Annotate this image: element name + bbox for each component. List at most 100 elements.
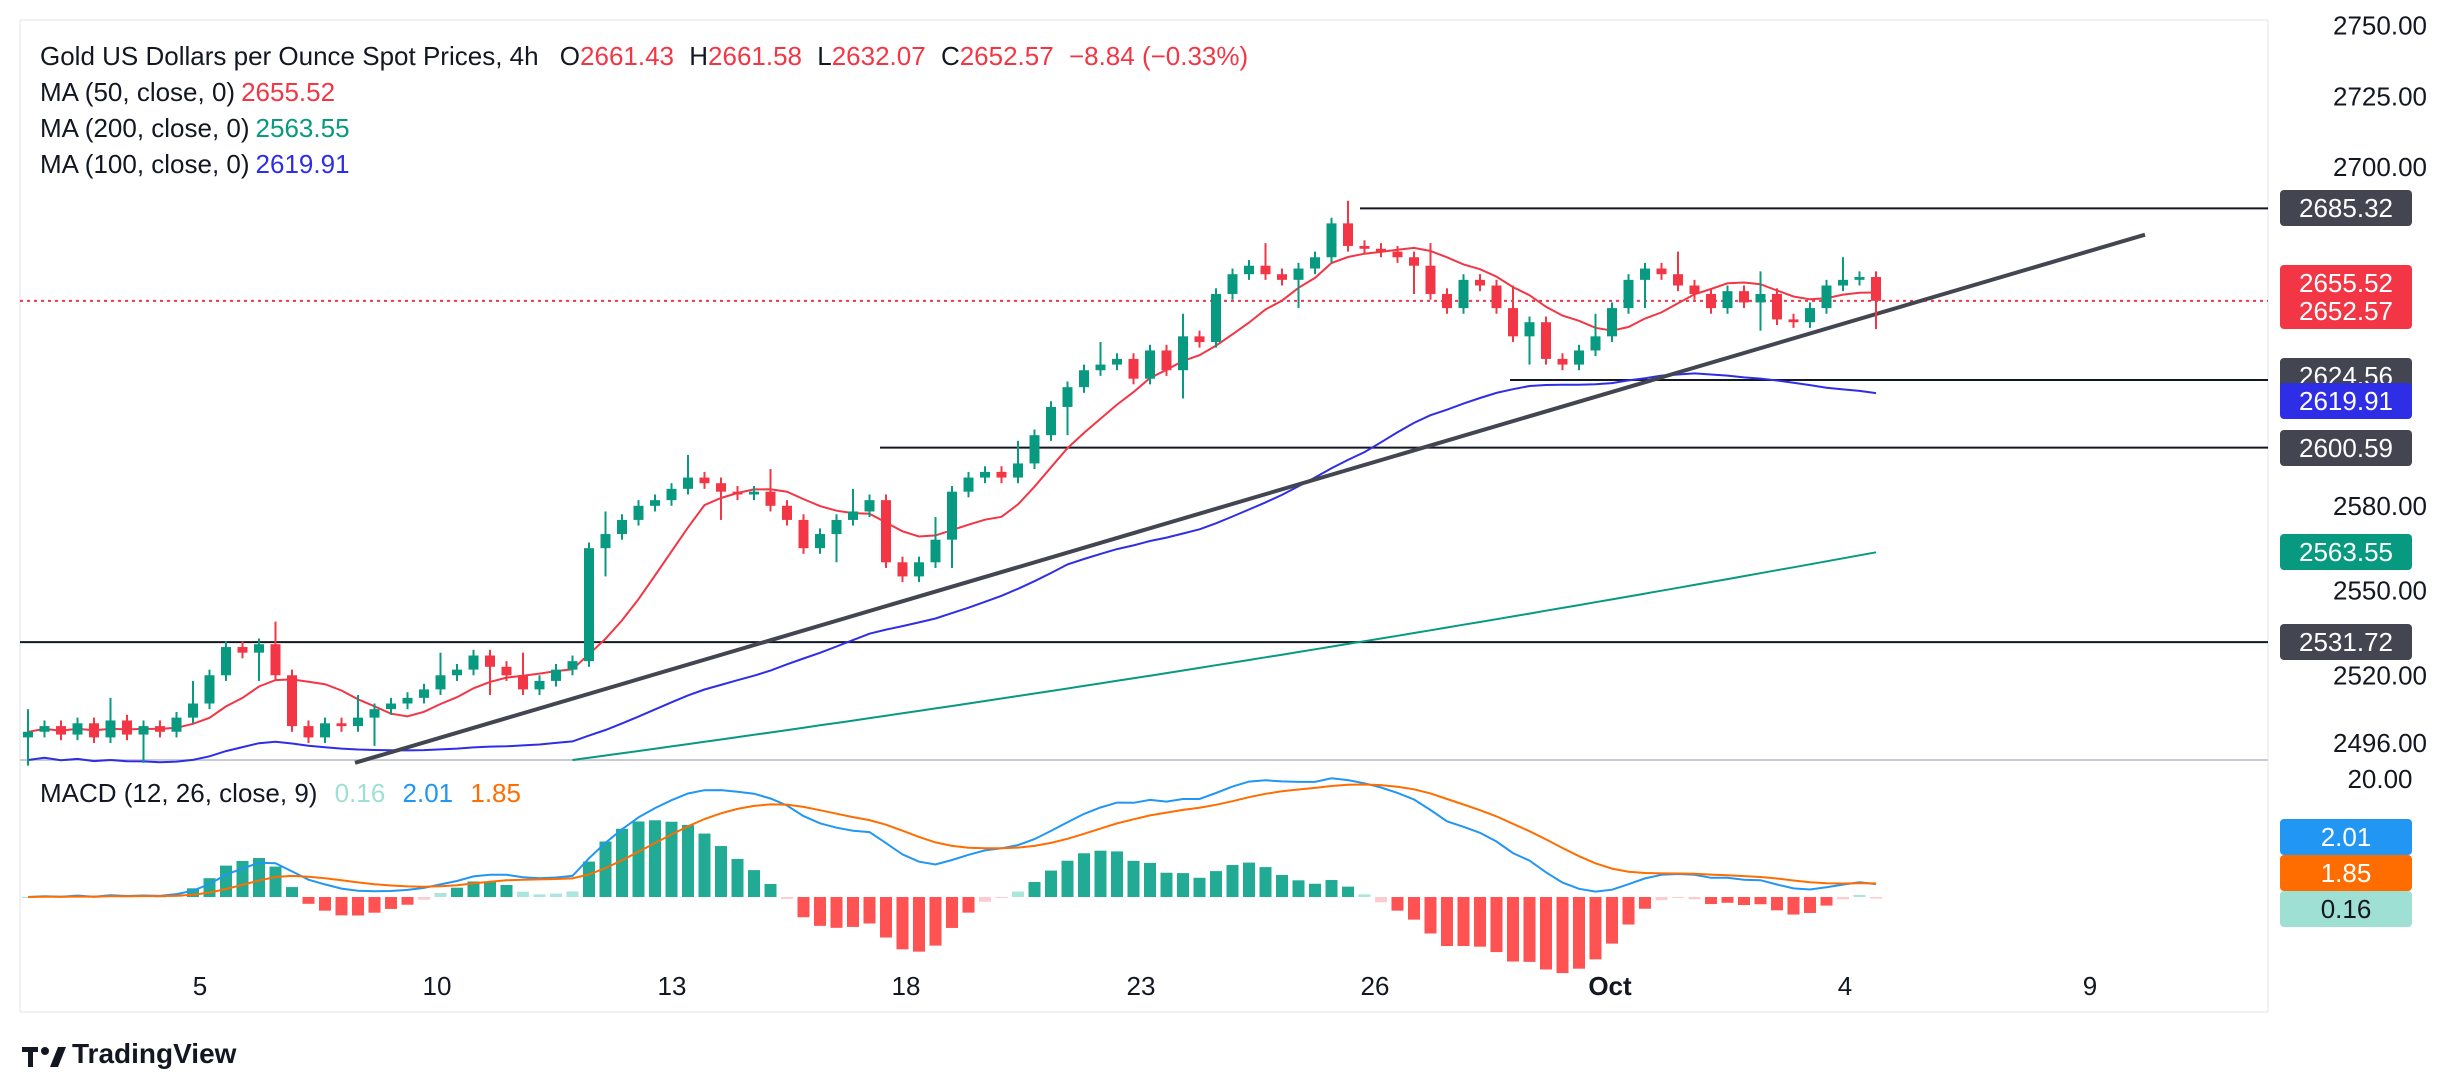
macd-histogram-bar	[797, 897, 810, 918]
candle-body	[1062, 387, 1073, 407]
candlesticks	[23, 200, 1881, 766]
price-tag-level: 2600.59	[2280, 429, 2412, 466]
macd-histogram-bar	[1193, 877, 1206, 897]
macd-histogram-bar	[1375, 897, 1387, 903]
legend-ma100[interactable]: MA (100, close, 0) 2619.91	[40, 146, 1248, 182]
macd-legend[interactable]: MACD (12, 26, close, 9) 0.16 2.01 1.85	[40, 778, 531, 809]
candle-body	[864, 500, 875, 512]
candle-body	[89, 723, 99, 738]
macd-histogram-bar	[1507, 897, 1519, 962]
macd-histogram-bar	[764, 883, 777, 897]
candle-body	[1145, 350, 1155, 379]
macd-tag-signal_value: 1.85	[2280, 855, 2412, 891]
candle-body	[732, 491, 743, 495]
legend-ma50[interactable]: MA (50, close, 0) 2655.52	[40, 74, 1248, 110]
legend-main-row: Gold US Dollars per Ounce Spot Prices, 4…	[40, 38, 1248, 74]
time-axis-label: Oct	[1588, 971, 1632, 1001]
macd-histogram-bar	[781, 897, 793, 899]
candle-body	[287, 675, 297, 727]
candle-body	[831, 519, 842, 535]
macd-histogram-bar	[847, 897, 859, 927]
candle-body	[402, 697, 413, 704]
ma200-value: 2563.55	[255, 113, 350, 143]
candle-body	[1442, 293, 1452, 309]
candle-body	[1656, 268, 1667, 275]
candle-body	[1244, 265, 1254, 275]
candle-body	[551, 669, 561, 681]
candle-body	[1095, 364, 1106, 371]
candle-body	[897, 562, 908, 577]
macd-histogram-bar	[1177, 873, 1189, 897]
candle-body	[996, 471, 1007, 478]
macd-histogram-bar	[253, 858, 265, 897]
macd-histogram-bar	[1738, 897, 1750, 906]
macd-histogram-bar	[748, 870, 760, 897]
macd-histogram-bar	[599, 841, 612, 897]
macd-histogram-bar	[665, 821, 678, 897]
candle-body	[1706, 293, 1716, 309]
candle-body	[518, 675, 528, 690]
macd-histogram-bar	[863, 897, 876, 924]
macd-histogram-bar	[1523, 897, 1536, 962]
candle-body	[1161, 350, 1172, 371]
candle-body	[650, 500, 660, 506]
ma100-label: MA (100, close, 0)	[40, 149, 250, 179]
macd-histogram-bar	[962, 897, 975, 913]
candle-body	[1871, 277, 1881, 301]
macd-histogram-bar	[1870, 897, 1882, 899]
candle-body	[485, 655, 495, 667]
macd-histogram-bar	[1210, 871, 1222, 897]
candle-body	[1838, 279, 1848, 286]
candle-body	[1805, 308, 1815, 323]
macd-axis-label: 20.00	[2347, 764, 2412, 794]
macd-histogram-bar	[632, 821, 645, 897]
candle-body	[1541, 322, 1551, 359]
candle-body	[386, 703, 396, 710]
macd-histogram-bar	[1391, 897, 1404, 911]
high-value: 2661.58	[708, 41, 803, 71]
macd-histogram-bar	[533, 894, 546, 897]
candle-body	[600, 534, 611, 549]
candle-body	[1788, 319, 1799, 323]
candle-body	[1854, 277, 1865, 280]
macd-signal-value: 1.85	[470, 778, 521, 808]
candle-body	[1128, 358, 1139, 379]
candle-body	[1112, 358, 1122, 365]
macd-histogram-bar	[385, 897, 397, 909]
candle-body	[1722, 291, 1733, 309]
candle-body	[56, 726, 66, 735]
candle-body	[1458, 279, 1469, 309]
ma200-line	[572, 551, 1877, 761]
candle-body	[666, 488, 677, 501]
candle-body	[534, 680, 545, 690]
macd-histogram-bar	[682, 824, 694, 897]
high-label: H	[689, 41, 709, 71]
macd-histogram-bar	[484, 881, 496, 897]
macd-histogram-bar	[1276, 875, 1288, 897]
legend-ma200[interactable]: MA (200, close, 0) 2563.55	[40, 110, 1248, 146]
macd-histogram-bar	[1457, 897, 1470, 946]
price-axis-label: 2700.00	[2333, 152, 2427, 182]
macd-histogram-bar	[319, 897, 331, 911]
candle-body	[1640, 268, 1650, 280]
candle-body	[1739, 291, 1749, 303]
candle-body	[1689, 285, 1700, 294]
macd-histogram-bar	[946, 897, 958, 928]
price-axis-label: 2496.00	[2333, 728, 2427, 758]
macd-histogram-bar	[1573, 897, 1585, 969]
macd-histogram-bar	[1061, 860, 1074, 897]
macd-histogram-bar	[550, 893, 562, 897]
time-axis-label: 13	[658, 971, 687, 1001]
candle-body	[72, 723, 83, 735]
candle-body	[468, 655, 479, 670]
time-axis-label: 4	[1838, 971, 1852, 1001]
candle-body	[980, 471, 990, 478]
candle-body	[452, 669, 462, 676]
candle-body	[881, 500, 891, 563]
candle-body	[947, 491, 957, 540]
tradingview-logo[interactable]: TradingView	[22, 1038, 236, 1070]
macd-histogram-bar	[1144, 862, 1156, 897]
macd-histogram-bar	[1721, 897, 1734, 903]
candle-body	[1425, 265, 1436, 294]
